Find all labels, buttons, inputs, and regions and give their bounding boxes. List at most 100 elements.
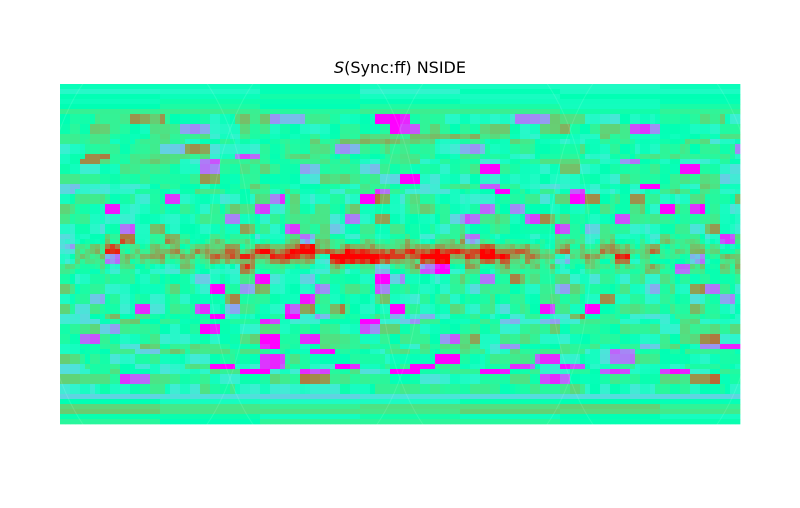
map-pixel (260, 124, 266, 130)
map-pixel (395, 139, 401, 145)
map-pixel (575, 239, 581, 245)
map-pixel (320, 194, 326, 200)
map-pixel (195, 84, 201, 90)
map-pixel (565, 179, 571, 185)
map-pixel (145, 89, 151, 95)
map-pixel (465, 114, 471, 120)
map-pixel (635, 114, 641, 120)
map-pixel (485, 124, 491, 130)
map-pixel (435, 94, 441, 100)
map-pixel (505, 204, 511, 210)
map-pixel (85, 254, 91, 260)
map-pixel (170, 204, 176, 210)
map-pixel (500, 164, 506, 170)
map-pixel (400, 124, 406, 130)
map-pixel (120, 139, 126, 145)
map-pixel (275, 234, 281, 240)
map-pixel (375, 104, 381, 110)
map-pixel (575, 119, 581, 125)
map-pixel (315, 179, 321, 185)
map-pixel (610, 224, 616, 230)
map-pixel (685, 109, 691, 115)
map-pixel (170, 174, 176, 180)
map-pixel (725, 99, 731, 105)
map-pixel (655, 84, 661, 90)
map-pixel (445, 254, 451, 260)
map-pixel (560, 104, 566, 110)
map-pixel (265, 224, 271, 230)
map-pixel (430, 119, 436, 125)
map-pixel (435, 89, 441, 95)
map-pixel (355, 174, 361, 180)
map-pixel (655, 164, 661, 170)
map-pixel (455, 189, 461, 195)
map-pixel (315, 114, 321, 120)
map-pixel (705, 149, 711, 155)
map-pixel (230, 214, 236, 220)
map-pixel (515, 179, 521, 185)
map-pixel (485, 169, 491, 175)
map-pixel (430, 189, 436, 195)
map-pixel (335, 219, 341, 225)
map-pixel (225, 99, 231, 105)
map-pixel (405, 249, 411, 255)
map-pixel (615, 204, 621, 210)
map-pixel (690, 174, 696, 180)
map-pixel (655, 174, 661, 180)
map-pixel (660, 219, 666, 225)
map-pixel (155, 104, 161, 110)
map-pixel (555, 194, 561, 200)
map-pixel (195, 104, 201, 110)
map-pixel (290, 84, 296, 90)
map-pixel (310, 179, 316, 185)
map-pixel (675, 94, 681, 100)
map-pixel (85, 249, 91, 255)
map-pixel (345, 219, 351, 225)
map-pixel (515, 159, 521, 165)
map-pixel (380, 239, 386, 245)
map-pixel (535, 139, 541, 145)
map-pixel (615, 224, 621, 230)
map-pixel (230, 119, 236, 125)
map-pixel (425, 244, 431, 250)
map-pixel (505, 214, 511, 220)
map-pixel (95, 254, 101, 260)
map-pixel (340, 139, 346, 145)
map-pixel (105, 184, 111, 190)
map-pixel (655, 89, 661, 95)
map-pixel (300, 154, 306, 160)
map-pixel (420, 154, 426, 160)
map-pixel (650, 124, 656, 130)
map-pixel (270, 154, 276, 160)
map-pixel (505, 234, 511, 240)
map-pixel (545, 239, 551, 245)
map-pixel (495, 219, 501, 225)
map-pixel (445, 159, 451, 165)
map-pixel (180, 244, 186, 250)
map-pixel (380, 214, 386, 220)
map-pixel (120, 99, 126, 105)
map-pixel (640, 224, 646, 230)
map-pixel (610, 159, 616, 165)
map-pixel (65, 224, 71, 230)
map-pixel (335, 139, 341, 145)
map-pixel (90, 114, 96, 120)
map-pixel (580, 94, 586, 100)
map-pixel (110, 159, 116, 165)
map-pixel (560, 244, 566, 250)
map-pixel (480, 204, 486, 210)
map-pixel (275, 119, 281, 125)
map-pixel (160, 254, 166, 260)
map-pixel (100, 234, 106, 240)
map-pixel (180, 164, 186, 170)
map-pixel (380, 169, 386, 175)
map-pixel (705, 179, 711, 185)
map-pixel (465, 84, 471, 90)
map-pixel (610, 124, 616, 130)
map-pixel (520, 244, 526, 250)
map-pixel (295, 239, 301, 245)
map-pixel (145, 179, 151, 185)
map-pixel (550, 184, 556, 190)
map-pixel (410, 244, 416, 250)
map-pixel (465, 159, 471, 165)
